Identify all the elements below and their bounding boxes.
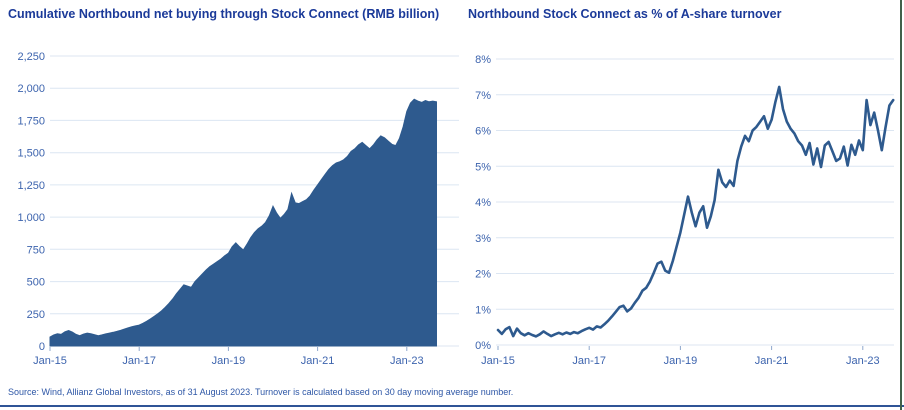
y-tick-label: 6% — [475, 126, 491, 138]
right-border-rule — [900, 0, 902, 410]
y-tick-label: 1% — [475, 304, 491, 316]
x-tick-label: Jan-17 — [572, 355, 606, 367]
y-tick-label: 2% — [475, 269, 491, 281]
y-tick-label: 250 — [27, 309, 45, 321]
y-tick-label: 8% — [475, 54, 491, 66]
right-chart-title: Northbound Stock Connect as % of A-share… — [468, 7, 782, 21]
y-tick-label: 7% — [475, 90, 491, 102]
y-tick-label: 500 — [27, 277, 45, 289]
y-tick-label: 750 — [27, 244, 45, 256]
y-tick-label: 1,250 — [17, 180, 45, 192]
x-tick-label: Jan-19 — [664, 355, 698, 367]
x-tick-label: Jan-15 — [481, 355, 515, 367]
x-tick-label: Jan-23 — [390, 355, 424, 367]
y-tick-label: 1,500 — [17, 148, 45, 160]
y-tick-label: 2,000 — [17, 83, 45, 95]
x-tick-label: Jan-21 — [755, 355, 789, 367]
y-tick-label: 0 — [39, 341, 45, 353]
y-tick-label: 3% — [475, 233, 491, 245]
y-tick-label: 4% — [475, 197, 491, 209]
turnover-percent-line — [496, 85, 895, 338]
x-tick-label: Jan-17 — [122, 355, 156, 367]
source-note: Source: Wind, Allianz Global Investors, … — [8, 387, 514, 397]
y-tick-label: 1,750 — [17, 115, 45, 127]
x-tick-label: Jan-21 — [301, 355, 335, 367]
cumulative-net-buying-area — [49, 98, 437, 347]
y-tick-label: 2,250 — [17, 51, 45, 63]
y-tick-label: 0% — [475, 340, 491, 352]
x-tick-label: Jan-15 — [33, 355, 67, 367]
bottom-border-rule — [0, 405, 904, 407]
y-tick-label: 1,000 — [17, 212, 45, 224]
x-tick-label: Jan-23 — [846, 355, 880, 367]
right-chart-plot: 0% 1% 2% 3% 4% 5% 6% 7% 8% Jan-15 Jan-17 Jan-19 Jan-… — [475, 54, 895, 367]
x-tick-label: Jan-19 — [212, 355, 246, 367]
y-tick-label: 5% — [475, 161, 491, 173]
left-chart-plot: 0 250 500 750 1,000 1,250 1,500 1,750 2,000 2,250… — [17, 51, 459, 367]
left-chart-title: Cumulative Northbound net buying through… — [8, 7, 440, 21]
